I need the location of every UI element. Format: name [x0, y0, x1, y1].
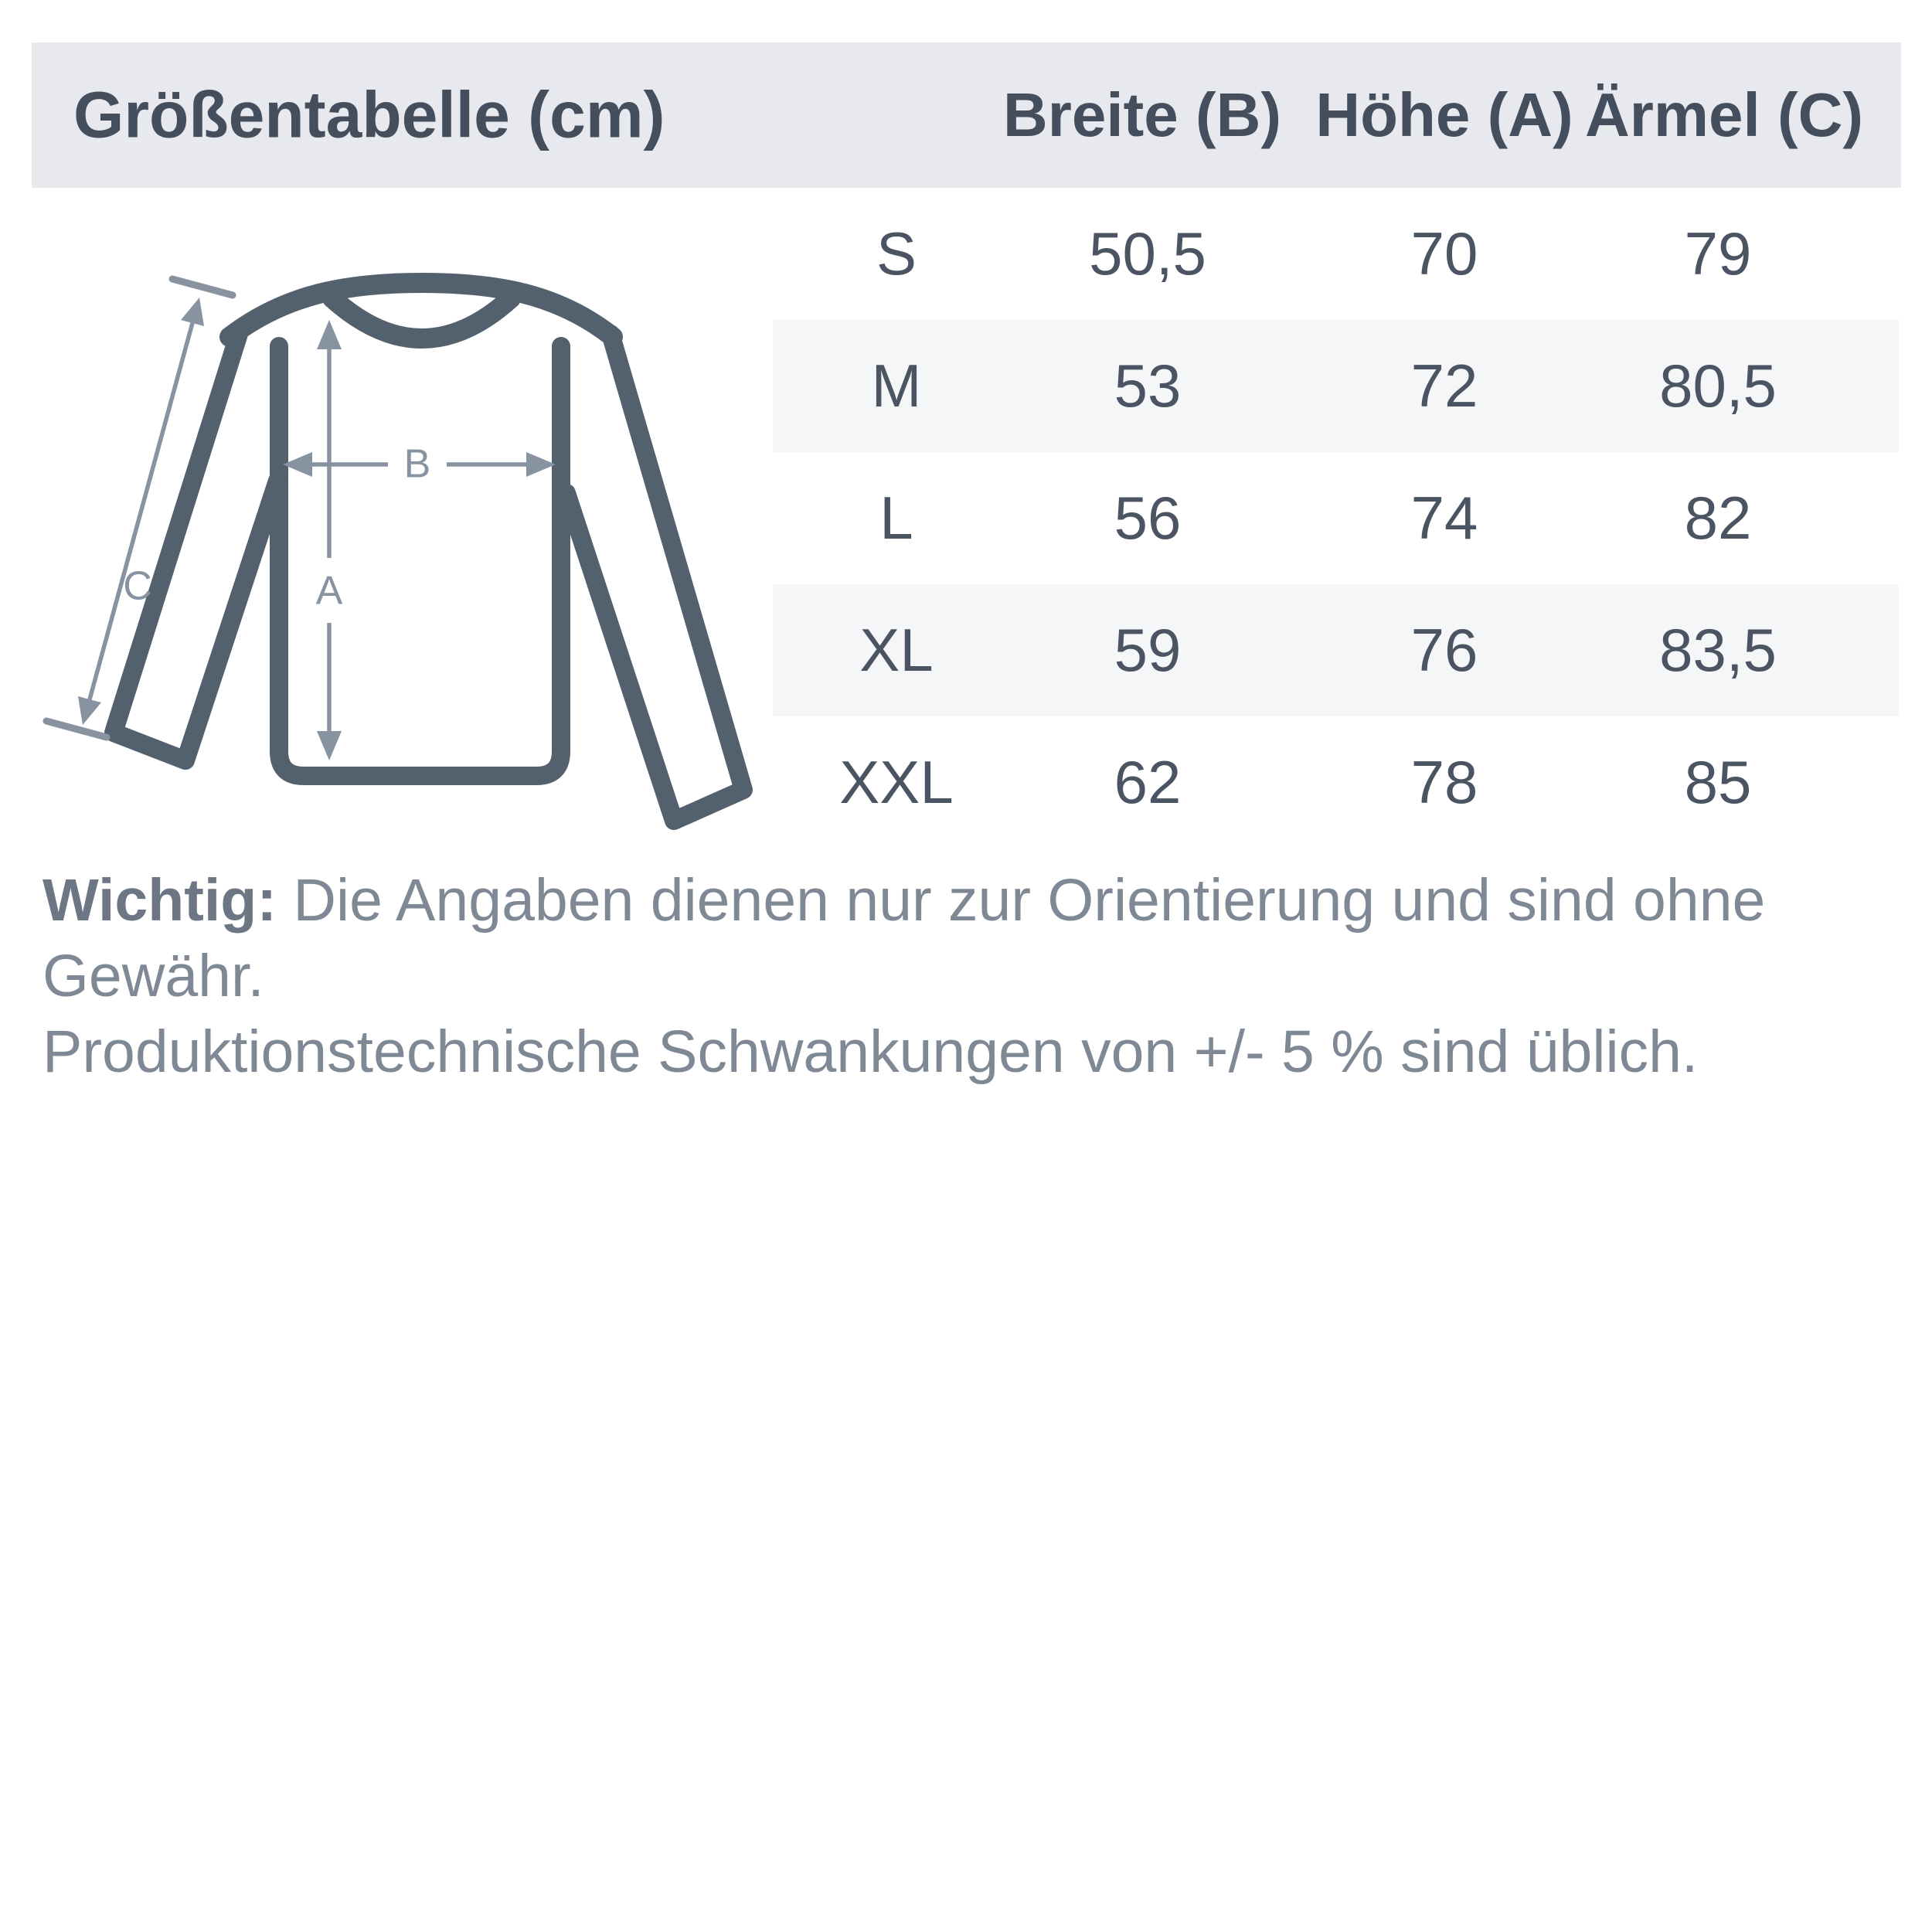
sleeve-cell: 82	[1684, 484, 1752, 552]
dimension-arrow-c: C	[43, 275, 236, 741]
width-cell: 53	[1114, 352, 1182, 420]
note-line2: Produktionstechnische Schwankungen von +…	[43, 1019, 1699, 1085]
page-title: Größentabelle (cm)	[73, 78, 665, 151]
width-cell: 50,5	[1089, 219, 1206, 287]
column-header-width: Breite (B)	[1002, 80, 1282, 149]
shirt-measurement-diagram: A B C	[43, 273, 753, 830]
column-header-sleeve: Ärmel (C)	[1584, 80, 1864, 149]
size-cell: XL	[859, 616, 934, 684]
size-cell: M	[871, 352, 922, 420]
size-cell: XXL	[839, 748, 954, 816]
label-c: C	[123, 564, 152, 609]
height-cell: 70	[1410, 219, 1478, 287]
dimension-arrow-b: B	[283, 442, 556, 487]
table-row-m: M 53 72 80,5	[773, 320, 1899, 452]
width-cell: 56	[1114, 484, 1182, 552]
sleeve-cell: 83,5	[1659, 616, 1777, 684]
size-cell: L	[879, 484, 913, 552]
table-row-xxl: XXL 62 78 85	[773, 716, 1899, 849]
dimension-arrow-a: A	[316, 320, 343, 760]
height-cell: 76	[1410, 616, 1478, 684]
height-cell: 78	[1410, 748, 1478, 816]
disclaimer-note: Wichtig: Die Angaben dienen nur zur Orie…	[43, 862, 1897, 1090]
width-cell: 62	[1114, 748, 1182, 816]
height-cell: 74	[1410, 484, 1478, 552]
table-row-l: L 56 74 82	[773, 452, 1899, 584]
label-b: B	[404, 442, 431, 487]
table-row-xl: XL 59 76 83,5	[773, 584, 1899, 716]
size-chart-header: Größentabelle (cm) Breite (B) Höhe (A) Ä…	[32, 43, 1901, 188]
note-label: Wichtig:	[43, 867, 277, 934]
sleeve-cell: 80,5	[1659, 352, 1777, 420]
table-row-s: S 50,5 70 79	[773, 188, 1899, 320]
column-header-height: Höhe (A)	[1315, 80, 1573, 149]
label-a: A	[316, 569, 343, 614]
sleeve-cell: 79	[1684, 219, 1752, 287]
sleeve-cell: 85	[1684, 748, 1752, 816]
note-line1: Die Angaben dienen nur zur Orientierung …	[43, 867, 1766, 1009]
size-cell: S	[876, 219, 917, 287]
width-cell: 59	[1114, 616, 1182, 684]
shirt-outline-icon	[104, 273, 753, 830]
height-cell: 72	[1410, 352, 1478, 420]
size-table-rows: S 50,5 70 79 M 53 72 80,5 L 56 74 82 XL 59 76 83,5 XXL 62…	[773, 188, 1899, 849]
